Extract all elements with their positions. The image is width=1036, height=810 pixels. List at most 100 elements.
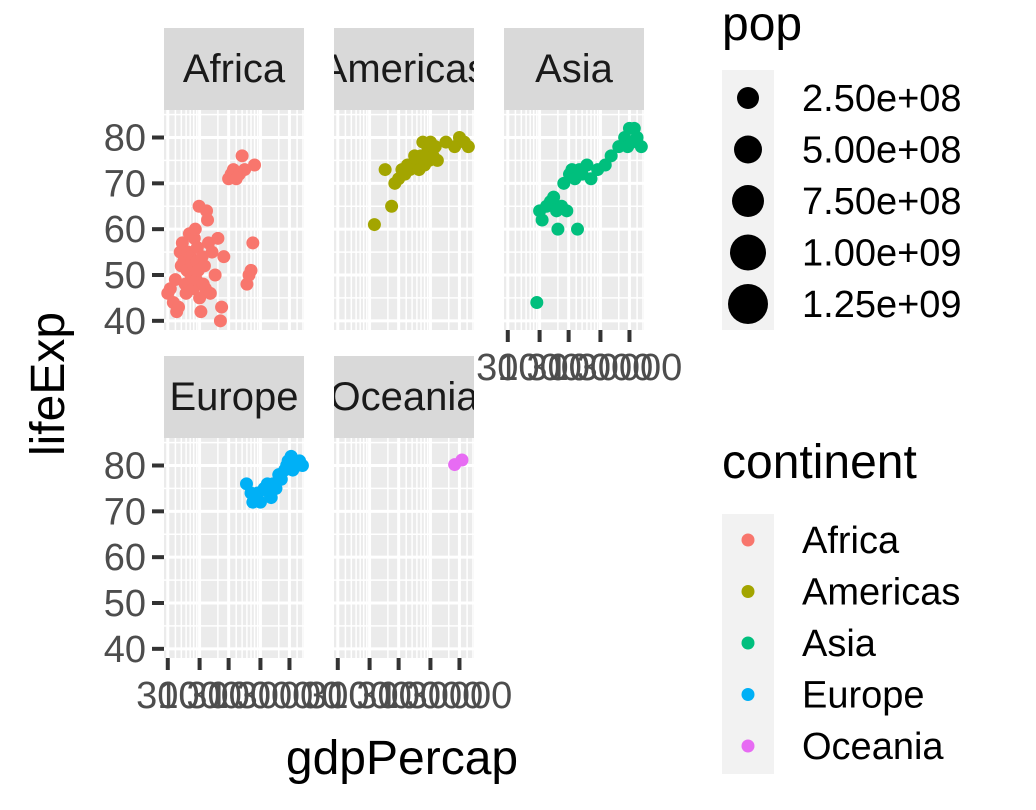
size-legend-key: [737, 87, 759, 109]
color-legend-key: [741, 688, 755, 701]
data-point: [171, 300, 185, 314]
x-tick-label: 1000: [157, 675, 242, 717]
data-point: [244, 263, 258, 277]
x-tick-label: 10000: [548, 347, 654, 389]
data-point: [235, 149, 249, 163]
y-tick-label: 70: [104, 491, 146, 533]
data-point: [428, 140, 442, 154]
y-tick-label: 50: [104, 255, 146, 297]
x-tick-label: 300: [136, 675, 199, 717]
x-tick-label: 1000: [327, 675, 412, 717]
x-tick-label: 1000: [497, 347, 582, 389]
facet-strip: [504, 28, 644, 110]
color-legend-label: Africa: [802, 520, 900, 562]
y-tick-label: 60: [104, 537, 146, 579]
x-tick-label: 300: [476, 347, 539, 389]
data-point: [580, 158, 594, 172]
data-point: [461, 140, 475, 154]
data-point: [203, 286, 217, 300]
facet-strip-label: Asia: [535, 47, 614, 91]
data-point: [205, 245, 219, 259]
data-point: [213, 314, 227, 328]
size-legend-key: [730, 234, 766, 271]
data-point: [547, 190, 561, 204]
x-tick-label: 30000: [407, 675, 513, 717]
color-legend-key: [741, 636, 755, 650]
x-tick-label: 30000: [237, 675, 343, 717]
y-tick-label: 40: [104, 301, 146, 343]
data-point: [246, 236, 260, 250]
facet-strip: [164, 28, 304, 110]
color-legend-key: [741, 585, 755, 598]
color-legend-label: Asia: [802, 623, 877, 665]
y-tick-label: 50: [104, 583, 146, 625]
data-point: [385, 199, 399, 213]
facet-strip-label: Americas: [321, 47, 488, 91]
size-legend-label: 1.00e+09: [802, 233, 962, 275]
data-point: [530, 296, 544, 309]
facet-strip: [334, 356, 474, 438]
data-point: [455, 453, 469, 467]
facet-strip-label: Africa: [183, 47, 286, 91]
x-tick-label: 10000: [208, 675, 314, 717]
size-legend-label: 5.00e+08: [802, 130, 962, 172]
data-point: [430, 153, 444, 167]
x-tick-label: 3000: [186, 675, 271, 717]
data-point: [551, 222, 565, 236]
data-point: [367, 218, 381, 232]
color-legend: continent Africa Americas Asia Europe Oceania: [722, 436, 960, 774]
data-point: [248, 158, 262, 172]
color-legend-label: Americas: [802, 572, 960, 614]
facet-strip: [334, 28, 474, 110]
color-legend-title: continent: [722, 436, 917, 489]
size-legend-key: [734, 135, 762, 164]
data-point: [295, 459, 309, 472]
data-point: [217, 250, 231, 264]
color-legend-key: [741, 739, 755, 753]
x-tick-label: 300: [306, 675, 369, 717]
data-point: [253, 495, 267, 509]
data-point: [634, 140, 648, 154]
y-tick-label: 60: [104, 209, 146, 251]
x-tick-label: 10000: [378, 675, 484, 717]
data-point: [378, 163, 392, 177]
data-point: [201, 213, 215, 227]
x-tick-label: 3000: [526, 347, 611, 389]
data-point: [535, 213, 549, 227]
x-tick-label: 30000: [577, 347, 683, 389]
size-legend-title: pop: [722, 0, 802, 51]
data-point: [584, 172, 598, 186]
data-point: [211, 231, 225, 245]
data-point: [215, 300, 229, 314]
color-legend-key: [741, 533, 755, 547]
size-legend-label: 7.50e+08: [802, 181, 962, 223]
data-point: [560, 204, 574, 218]
size-legend-label: 1.25e+09: [802, 284, 962, 326]
size-legend-key: [728, 284, 768, 324]
data-point: [208, 268, 222, 282]
y-axis-title: lifeExp: [22, 312, 75, 456]
facet-strip-label: Europe: [170, 375, 299, 419]
color-legend-label: Oceania: [802, 726, 944, 768]
data-point: [197, 259, 211, 273]
panel-background: [334, 438, 474, 658]
data-point: [168, 273, 182, 287]
facet-strip: [164, 356, 304, 438]
y-tick-label: 80: [104, 446, 146, 488]
y-tick-label: 70: [104, 163, 146, 205]
data-point: [238, 163, 252, 177]
y-tick-label: 80: [104, 118, 146, 160]
data-point: [188, 222, 202, 236]
x-axis-title: gdpPercap: [286, 732, 518, 785]
size-legend-key: [732, 185, 764, 217]
facet-strip-label: Oceania: [330, 375, 480, 419]
x-tick-label: 3000: [356, 675, 441, 717]
y-tick-label: 40: [104, 629, 146, 671]
color-legend-label: Europe: [802, 675, 925, 717]
